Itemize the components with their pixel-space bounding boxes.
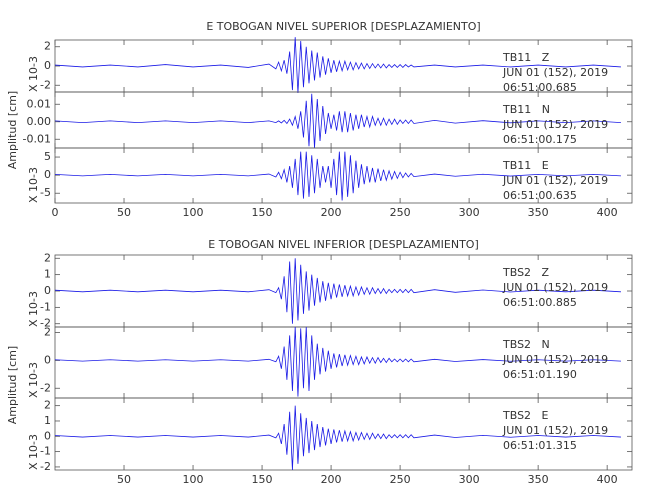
panel-y-label: X 10-3 — [27, 56, 40, 92]
waveform — [54, 405, 621, 471]
y-tick-label: -2 — [40, 317, 51, 330]
x-tick-label: 150 — [252, 206, 273, 219]
trace-annotation: 06:51:00.175 — [503, 133, 577, 146]
x-tick-label: 150 — [252, 473, 273, 486]
x-tick-label: 350 — [528, 473, 549, 486]
trace-annotation: JUN 01 (152), 2019 — [502, 281, 608, 294]
x-tick-label: 50 — [117, 206, 131, 219]
y-tick-label: 0 — [44, 59, 51, 72]
x-tick-label: 400 — [597, 473, 618, 486]
y-tick-label: 0 — [44, 429, 51, 442]
x-tick-label: 250 — [390, 473, 411, 486]
chart-title: E TOBOGAN NIVEL SUPERIOR [DESPLAZAMIENTO… — [206, 20, 480, 33]
x-tick-label: 0 — [52, 206, 59, 219]
trace-annotation: JUN 01 (152), 2019 — [502, 66, 608, 79]
x-tick-label: 200 — [321, 206, 342, 219]
x-tick-label: 300 — [459, 473, 480, 486]
trace-annotation: JUN 01 (152), 2019 — [502, 353, 608, 366]
y-tick-label: -0.01 — [23, 132, 51, 145]
waveform — [54, 326, 621, 397]
x-tick-label: 100 — [183, 206, 204, 219]
y-tick-label: 5 — [44, 150, 51, 163]
waveform — [54, 258, 621, 324]
y-tick-label: -2 — [40, 381, 51, 394]
y-axis-label: Amplitud [cm] — [6, 346, 19, 424]
trace-annotation: TB11 Z — [502, 51, 550, 64]
y-tick-label: -2 — [40, 460, 51, 473]
panel-y-label: X 10-3 — [27, 167, 40, 203]
y-tick-label: -2 — [40, 78, 51, 91]
trace-annotation: TBS2 E — [502, 409, 549, 422]
trace-annotation: 06:51:00.635 — [503, 189, 577, 202]
chart-title: E TOBOGAN NIVEL INFERIOR [DESPLAZAMIENTO… — [208, 238, 479, 251]
trace-annotation: 06:51:00.685 — [503, 81, 577, 94]
y-tick-label: 2 — [44, 40, 51, 53]
y-tick-label: 2 — [44, 251, 51, 264]
x-tick-label: 300 — [459, 206, 480, 219]
y-tick-label: 0.00 — [27, 115, 52, 128]
y-tick-label: 2 — [44, 399, 51, 412]
x-tick-label: 200 — [321, 473, 342, 486]
y-tick-label: 1 — [44, 414, 51, 427]
trace-annotation: 06:51:01.315 — [503, 439, 577, 452]
trace-annotation: 06:51:01.190 — [503, 368, 577, 381]
y-tick-label: 1 — [44, 268, 51, 281]
waveform — [54, 151, 621, 201]
x-tick-label: 350 — [528, 206, 549, 219]
x-tick-label: 400 — [597, 206, 618, 219]
trace-annotation: 06:51:00.885 — [503, 296, 577, 309]
y-tick-label: -1 — [40, 445, 51, 458]
y-tick-label: 0 — [44, 284, 51, 297]
x-tick-label: 100 — [183, 473, 204, 486]
y-tick-label: 0 — [44, 168, 51, 181]
panel-y-label: X 10-3 — [27, 434, 40, 470]
trace-annotation: TBS2 Z — [502, 266, 550, 279]
trace-annotation: TB11 N — [502, 103, 550, 116]
y-tick-label: 2 — [44, 326, 51, 339]
y-tick-label: 0.01 — [27, 97, 52, 110]
y-tick-label: 0 — [44, 353, 51, 366]
trace-annotation: TBS2 N — [502, 338, 550, 351]
waveform — [54, 93, 621, 149]
y-axis-label: Amplitud [cm] — [6, 91, 19, 169]
x-tick-label: 50 — [117, 473, 131, 486]
trace-annotation: TB11 E — [502, 159, 549, 172]
trace-annotation: JUN 01 (152), 2019 — [502, 118, 608, 131]
panel-frame — [54, 397, 633, 471]
waveform — [54, 37, 621, 93]
y-tick-label: -5 — [40, 186, 51, 199]
trace-annotation: JUN 01 (152), 2019 — [502, 424, 608, 437]
x-tick-label: 250 — [390, 206, 411, 219]
y-tick-label: -1 — [40, 300, 51, 313]
panel-y-label: X 10-3 — [27, 362, 40, 398]
panel-y-label: X 10-3 — [27, 291, 40, 327]
trace-annotation: JUN 01 (152), 2019 — [502, 174, 608, 187]
